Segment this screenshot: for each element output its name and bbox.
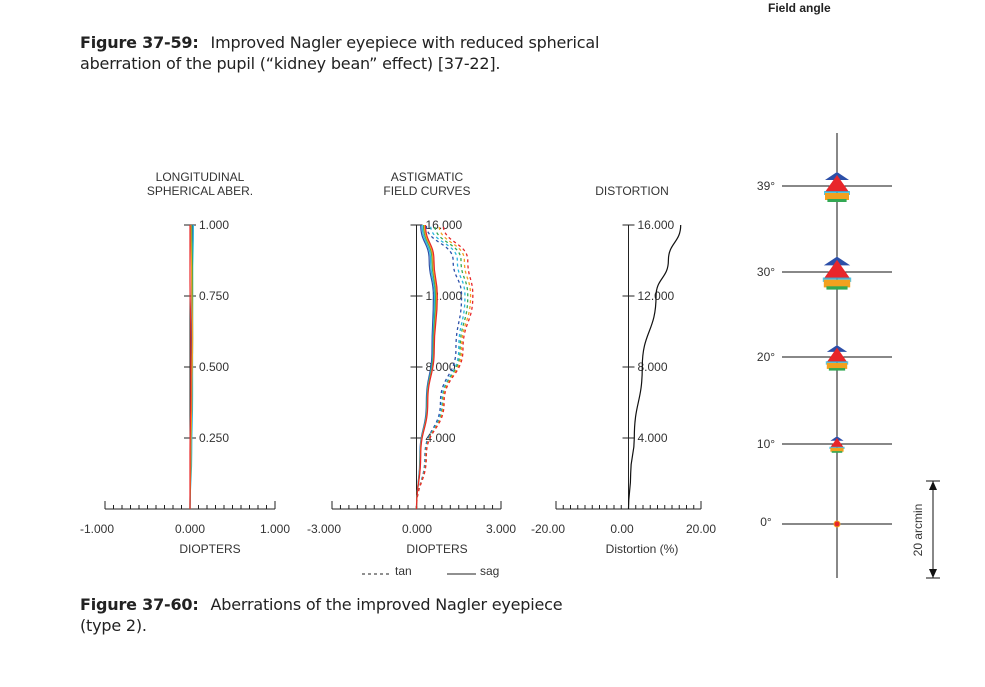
x-tick-label: -1.000 bbox=[80, 522, 114, 536]
spot-red bbox=[825, 175, 849, 192]
spot-red bbox=[823, 259, 851, 279]
x-tick-label: 20.00 bbox=[686, 522, 716, 536]
x-tick-label: -3.000 bbox=[307, 522, 341, 536]
x-tick-label: 0.00 bbox=[610, 522, 634, 536]
series-line-red bbox=[189, 225, 192, 510]
caption-text: (type 2). bbox=[80, 616, 147, 635]
scale-arrow-icon bbox=[929, 481, 937, 490]
chart-title: ASTIGMATIC bbox=[391, 170, 464, 184]
spot-diagram-20 bbox=[825, 345, 849, 371]
caption-text: Improved Nagler eyepiece with reduced sp… bbox=[210, 33, 600, 52]
y-tick-label: 4.000 bbox=[426, 431, 456, 445]
spot-green bbox=[831, 451, 843, 453]
figure-60-caption: Figure 37-60: Aberrations of the improved… bbox=[80, 594, 563, 636]
caption-text: Aberrations of the improved Nagler eyepi… bbox=[210, 595, 563, 614]
legend-tan-label: tan bbox=[395, 564, 412, 578]
y-tick-label: 0.750 bbox=[199, 289, 229, 303]
x-tick-label: -20.00 bbox=[531, 522, 565, 536]
y-tick-label: 12.000 bbox=[426, 289, 463, 303]
spot-green bbox=[828, 368, 846, 371]
spot-diagram-10 bbox=[829, 436, 845, 453]
figure-59-caption: Figure 37-59: Improved Nagler eyepiece wi… bbox=[80, 32, 599, 74]
field-angle-label: 10° bbox=[757, 437, 775, 451]
y-tick-label: 16.000 bbox=[638, 218, 675, 232]
spot-green bbox=[826, 286, 848, 290]
scale-arrow-icon bbox=[929, 569, 937, 578]
series-line-distortion bbox=[627, 224, 682, 510]
figure-number: Figure 37-59: bbox=[80, 33, 199, 52]
series-line-tan-red bbox=[415, 224, 474, 510]
y-tick-label: 1.000 bbox=[199, 218, 229, 232]
spot-orange bbox=[830, 447, 844, 452]
field-angle-label: 30° bbox=[757, 265, 775, 279]
chart-title: FIELD CURVES bbox=[383, 184, 470, 198]
x-tick-label: 1.000 bbox=[260, 522, 290, 536]
y-tick-label: 4.000 bbox=[638, 431, 668, 445]
spot-red bbox=[830, 437, 844, 448]
field-angle-label: 0° bbox=[760, 515, 772, 529]
y-tick-label: 0.500 bbox=[199, 360, 229, 374]
spot-diagram-39 bbox=[824, 172, 850, 202]
field-angle-label: 39° bbox=[757, 179, 775, 193]
series-line-orange bbox=[189, 224, 194, 510]
spot-diagram-0 bbox=[833, 520, 841, 528]
x-tick-label: 0.000 bbox=[402, 522, 432, 536]
x-tick-label: 3.000 bbox=[486, 522, 516, 536]
chart-title: SPHERICAL ABER. bbox=[147, 184, 253, 198]
chart-title: LONGITUDINAL bbox=[156, 170, 245, 184]
spot-orange bbox=[823, 279, 851, 288]
figure-number: Figure 37-60: bbox=[80, 595, 199, 614]
legend-sag-label: sag bbox=[480, 564, 499, 578]
spot-red bbox=[826, 347, 848, 363]
chart-title: DISTORTION bbox=[595, 184, 669, 198]
x-axis-label: Distortion (%) bbox=[606, 542, 679, 556]
spot-orange bbox=[825, 193, 849, 200]
caption-text: aberration of the pupil (“kidney bean” e… bbox=[80, 54, 501, 73]
x-tick-label: 0.000 bbox=[175, 522, 205, 536]
spot-green bbox=[827, 199, 847, 202]
x-axis-label: DIOPTERS bbox=[179, 542, 240, 556]
x-axis-label: DIOPTERS bbox=[406, 542, 467, 556]
y-tick-label: 16.000 bbox=[426, 218, 463, 232]
y-tick-label: 0.250 bbox=[199, 431, 229, 445]
spot-diagram-30 bbox=[822, 256, 852, 290]
field-angle-label: 20° bbox=[757, 350, 775, 364]
field-angle-label: Field angle bbox=[768, 1, 831, 15]
spot bbox=[833, 520, 841, 528]
scale-bar-label: 20 arcmin bbox=[911, 504, 925, 557]
spot-orange bbox=[826, 362, 848, 369]
y-tick-label: 8.000 bbox=[638, 360, 668, 374]
series-line-sag-red bbox=[415, 224, 438, 510]
